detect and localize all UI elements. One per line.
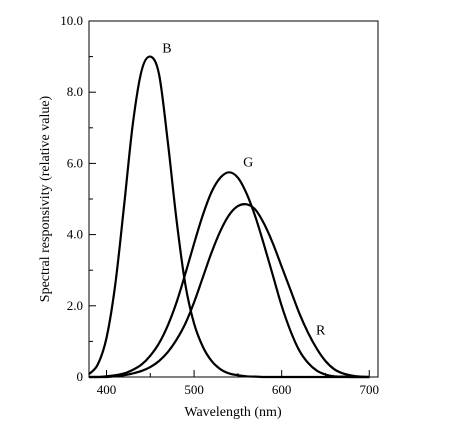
series-b-label: B	[162, 42, 171, 57]
series-b-line	[88, 55, 370, 379]
x-tick-label: 400	[97, 382, 117, 397]
y-axis-ticks: 0 2.0 4.0 6.0 8.0 10.0	[60, 13, 96, 384]
series-g-label: G	[243, 155, 253, 170]
x-tick-label: 700	[359, 382, 379, 397]
series-r-line	[89, 203, 370, 379]
x-axis-title: Wavelength (nm)	[184, 405, 282, 420]
y-tick-label: 10.0	[60, 13, 83, 28]
series-g-line	[89, 171, 370, 379]
x-axis-ticks: 400 500 600 700	[97, 370, 379, 397]
x-tick-label: 600	[272, 382, 292, 397]
y-tick-label: 2.0	[67, 298, 83, 313]
y-tick-label: 4.0	[67, 227, 83, 242]
x-tick-label: 500	[184, 382, 204, 397]
plot-frame	[88, 20, 379, 378]
y-axis-title: Spectral responsivity (relative value)	[38, 95, 53, 302]
y-tick-label: 8.0	[67, 84, 83, 99]
series-r-label: R	[316, 324, 326, 339]
y-tick-label: 6.0	[67, 155, 83, 170]
y-tick-label: 0	[77, 369, 84, 384]
series-group: B G R	[88, 42, 370, 379]
